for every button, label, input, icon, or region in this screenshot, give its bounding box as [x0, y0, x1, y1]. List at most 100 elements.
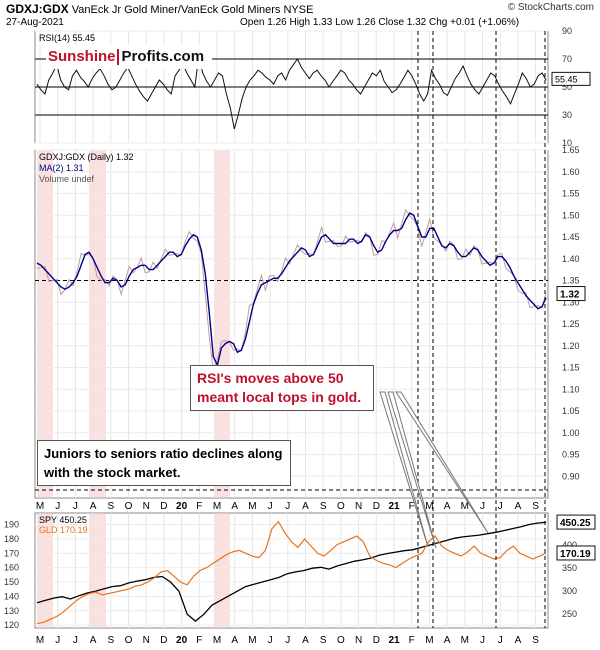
symbol-description: VanEck Jr Gold Miner/VanEck Gold Miners	[71, 4, 281, 16]
x-tick-label: D	[373, 635, 380, 646]
x-tick-label: A	[302, 635, 309, 646]
price-y-tick-label: 1.55	[562, 189, 580, 199]
pointer-arrow	[395, 391, 489, 534]
logo-part-profits: Profits.com	[121, 48, 205, 65]
gld-last-badge	[556, 545, 596, 561]
x-tick-label: O	[125, 501, 133, 512]
sunshine-profits-logo: Sunshine Profits.com	[46, 45, 212, 69]
x-tick-label: A	[231, 501, 238, 512]
x-tick-label: A	[515, 635, 522, 646]
x-tick-label: S	[320, 501, 327, 512]
x-tick-label: A	[90, 501, 97, 512]
x-tick-label: S	[532, 501, 539, 512]
x-tick-label: J	[480, 501, 485, 512]
price-y-tick-label: 0.95	[562, 450, 580, 460]
spy-legend: SPY 450.25	[39, 515, 87, 525]
x-tick-label: N	[143, 635, 150, 646]
x-tick-label: M	[36, 635, 44, 646]
shaded-period-lower-3	[214, 513, 230, 628]
lower-left-tick-label: 150	[4, 577, 19, 587]
x-tick-label: O	[125, 635, 133, 646]
price-y-tick-label: 1.30	[562, 297, 580, 307]
x-tick-label: M	[425, 501, 433, 512]
x-tick-label: M	[213, 635, 221, 646]
x-tick-label: A	[444, 501, 451, 512]
lower-left-tick-label: 160	[4, 563, 19, 573]
x-tick-label: M	[461, 501, 469, 512]
rsi-y-tick-label: 50	[562, 82, 572, 92]
price-y-tick-label: 1.05	[562, 406, 580, 416]
spy-line	[36, 521, 547, 622]
lower-left-tick-label: 190	[4, 520, 19, 530]
annotation-rsi-tops: RSI's moves above 50 meant local tops in…	[190, 365, 374, 411]
x-tick-label: 20	[176, 501, 188, 512]
x-tick-label: F	[196, 635, 202, 646]
x-tick-label: 21	[388, 501, 400, 512]
x-tick-label: S	[107, 501, 114, 512]
x-tick-label: J	[55, 635, 60, 646]
x-tick-label: F	[409, 501, 415, 512]
x-tick-label: A	[444, 635, 451, 646]
symbol-label: GDXJ:GDX	[6, 2, 69, 16]
lower-left-tick-label: 180	[4, 534, 19, 544]
rsi-last-value: 55.45	[555, 74, 578, 84]
x-tick-label: D	[160, 501, 167, 512]
price-y-tick-label: 1.00	[562, 428, 580, 438]
x-tick-label: M	[461, 635, 469, 646]
lower-right-tick-label: 250	[562, 609, 577, 619]
x-tick-label: J	[268, 501, 273, 512]
pointer-arrow	[387, 391, 437, 549]
price-last-value: 1.32	[560, 290, 580, 301]
price-y-tick-label: 1.60	[562, 167, 580, 177]
rsi-y-tick-label: 90	[562, 26, 572, 36]
x-tick-label: J	[285, 635, 290, 646]
rsi-legend: RSI(14) 55.45	[39, 33, 95, 43]
gld-line	[36, 520, 547, 625]
price-y-tick-label: 1.10	[562, 384, 580, 394]
annotation-juniors-ratio: Juniors to seniors ratio declines along …	[37, 440, 291, 486]
gld-legend: GLD 170.19	[39, 525, 88, 535]
x-tick-label: O	[337, 635, 345, 646]
gld-last-value: 170.19	[560, 549, 591, 560]
rsi-y-tick-label: 10	[562, 138, 572, 148]
price-legend-volume: Volume undef	[39, 174, 95, 184]
ma2-line	[36, 212, 547, 368]
x-tick-label: J	[498, 501, 503, 512]
logo-part-sunshine: Sunshine	[46, 45, 116, 69]
x-tick-label: J	[285, 501, 290, 512]
x-tick-label: S	[320, 635, 327, 646]
x-tick-label: J	[498, 635, 503, 646]
rsi-last-badge	[551, 71, 591, 86]
price-y-tick-label: 1.25	[562, 319, 580, 329]
rsi-line	[36, 56, 547, 130]
x-tick-label: F	[196, 501, 202, 512]
x-tick-label: A	[302, 501, 309, 512]
lower-right-tick-label: 400	[562, 540, 577, 550]
chart-date: 27-Aug-2021	[6, 17, 64, 28]
x-tick-label: O	[337, 501, 345, 512]
lower-left-tick-label: 130	[4, 606, 19, 616]
chart-title-line: GDXJ:GDX VanEck Jr Gold Miner/VanEck Gol…	[6, 2, 313, 16]
lower-right-tick-label: 300	[562, 586, 577, 596]
x-tick-label: J	[73, 501, 78, 512]
x-tick-label: M	[36, 501, 44, 512]
x-tick-label: D	[373, 501, 380, 512]
lower-left-tick-label: 120	[4, 620, 19, 630]
price-y-tick-label: 0.90	[562, 471, 580, 481]
rsi-y-tick-label: 30	[562, 110, 572, 120]
x-tick-label: 20	[176, 635, 188, 646]
x-tick-label: F	[409, 635, 415, 646]
price-legend-main: GDXJ:GDX (Daily) 1.32	[39, 152, 134, 162]
x-tick-label: S	[107, 635, 114, 646]
x-tick-label: M	[425, 635, 433, 646]
x-tick-label: J	[73, 635, 78, 646]
x-tick-label: S	[532, 635, 539, 646]
x-tick-label: 21	[388, 635, 400, 646]
pointer-arrow	[379, 391, 429, 548]
x-tick-label: J	[55, 501, 60, 512]
logo-divider	[116, 49, 119, 66]
stockcharts-watermark: © StockCharts.com	[507, 2, 594, 13]
price-y-tick-label: 1.35	[562, 276, 580, 286]
x-tick-label: A	[90, 635, 97, 646]
x-tick-label: J	[480, 635, 485, 646]
